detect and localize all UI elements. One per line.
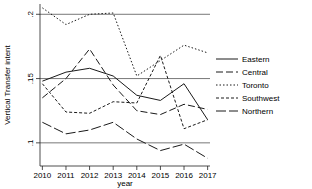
x-tick bbox=[89, 166, 90, 170]
series-line bbox=[42, 122, 207, 158]
x-tick-label: 2011 bbox=[57, 171, 75, 180]
series-line bbox=[42, 8, 207, 76]
legend-label: Central bbox=[242, 68, 268, 77]
x-axis-title: year bbox=[117, 179, 133, 188]
x-tick-label: 2015 bbox=[152, 171, 170, 180]
y-tick bbox=[36, 14, 40, 15]
grid-line bbox=[40, 14, 210, 15]
x-tick bbox=[65, 166, 66, 170]
legend-swatch bbox=[216, 72, 238, 73]
series-line bbox=[42, 68, 207, 119]
y-tick bbox=[36, 142, 40, 143]
y-axis-title: Vertical Transfer intent bbox=[3, 44, 12, 124]
legend-swatch bbox=[216, 85, 238, 86]
series-line bbox=[42, 49, 207, 115]
legend-label: Toronto bbox=[242, 81, 269, 90]
legend-label: Eastern bbox=[242, 55, 270, 64]
y-tick-label: .15 bbox=[26, 72, 35, 84]
y-tick bbox=[36, 78, 40, 79]
legend-label: Northern bbox=[242, 107, 273, 116]
legend-swatch bbox=[216, 98, 238, 99]
plot-area bbox=[42, 8, 207, 158]
x-tick-label: 2017 bbox=[199, 171, 217, 180]
y-tick-label: .2 bbox=[26, 10, 35, 17]
grid-line bbox=[40, 142, 210, 143]
x-axis bbox=[40, 166, 210, 167]
x-tick bbox=[136, 166, 137, 170]
legend-label: Southwest bbox=[242, 94, 280, 103]
x-tick bbox=[184, 166, 185, 170]
x-tick-label: 2016 bbox=[175, 171, 193, 180]
x-tick bbox=[42, 166, 43, 170]
legend-swatch bbox=[216, 59, 238, 60]
x-tick-label: 2010 bbox=[33, 171, 51, 180]
x-tick-label: 2012 bbox=[81, 171, 99, 180]
x-tick bbox=[207, 166, 208, 170]
legend-swatch bbox=[216, 111, 238, 112]
series-line bbox=[42, 55, 207, 128]
chart: .1.15.220102011201220132014201520162017y… bbox=[0, 0, 312, 189]
y-tick-label: .1 bbox=[26, 139, 35, 146]
x-tick bbox=[160, 166, 161, 170]
y-axis bbox=[40, 4, 41, 166]
x-tick bbox=[113, 166, 114, 170]
